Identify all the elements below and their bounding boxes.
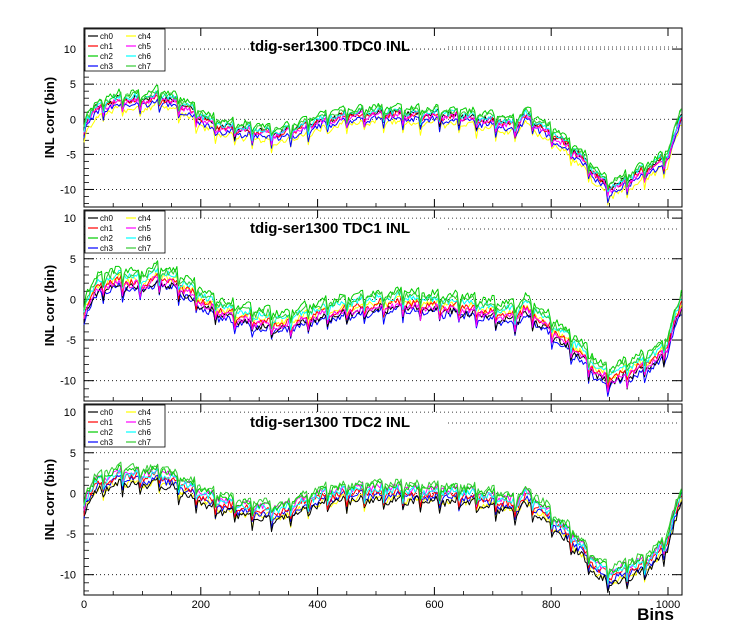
- y-tick-label: 5: [70, 448, 76, 460]
- y-tick-label: 0: [70, 488, 76, 500]
- series-line-ch5: [83, 275, 682, 393]
- y-tick-label: -5: [66, 149, 76, 161]
- y-axis-label: INL corr (bin): [42, 77, 57, 158]
- legend-label-ch2: ch2: [100, 428, 113, 437]
- x-tick-label: 800: [542, 599, 560, 611]
- y-tick-label: 5: [70, 79, 76, 91]
- series-line-ch7: [83, 261, 682, 384]
- legend-label-ch5: ch5: [138, 42, 151, 51]
- series-line-ch3: [83, 98, 682, 204]
- y-tick-label: 0: [70, 294, 76, 306]
- legend-label-ch0: ch0: [100, 214, 113, 223]
- legend-label-ch4: ch4: [138, 32, 151, 41]
- x-tick-label: 600: [425, 599, 443, 611]
- y-tick-label: -5: [66, 529, 76, 541]
- legend-label-ch7: ch7: [138, 244, 151, 253]
- series-line-ch7: [83, 461, 682, 579]
- y-axis-label: INL corr (bin): [42, 265, 57, 346]
- legend-label-ch3: ch3: [100, 244, 113, 253]
- y-tick-label: 10: [64, 213, 76, 225]
- y-tick-label: 5: [70, 254, 76, 266]
- x-tick-label: 1000: [656, 599, 680, 611]
- legend-label-ch1: ch1: [100, 418, 113, 427]
- legend-label-ch4: ch4: [138, 408, 151, 417]
- legend-label-ch3: ch3: [100, 438, 113, 447]
- y-tick-label: 10: [64, 44, 76, 56]
- legend-label-ch1: ch1: [100, 42, 113, 51]
- legend-label-ch7: ch7: [138, 62, 151, 71]
- series-line-ch3: [83, 279, 682, 397]
- y-tick-label: 0: [70, 114, 76, 126]
- x-tick-label: 400: [308, 599, 326, 611]
- legend-label-ch5: ch5: [138, 224, 151, 233]
- chart-title: tdig-ser1300 TDC0 INL: [250, 38, 410, 55]
- y-axis-label: INL corr (bin): [42, 459, 57, 540]
- legend-box: [84, 210, 166, 254]
- x-tick-label: 200: [192, 599, 210, 611]
- y-tick-label: -10: [60, 570, 76, 582]
- series-line-ch0: [83, 477, 682, 594]
- x-axis-label: Bins: [637, 605, 674, 622]
- series-line-ch6: [83, 468, 682, 584]
- chart-title: tdig-ser1300 TDC2 INL: [250, 414, 410, 431]
- legend-box: [84, 404, 166, 448]
- legend-box: [84, 28, 166, 72]
- y-tick-label: -10: [60, 184, 76, 196]
- legend-label-ch0: ch0: [100, 32, 113, 41]
- legend-label-ch7: ch7: [138, 438, 151, 447]
- legend-label-ch2: ch2: [100, 52, 113, 61]
- y-tick-label: -10: [60, 376, 76, 388]
- legend-label-ch3: ch3: [100, 62, 113, 71]
- y-tick-label: -5: [66, 335, 76, 347]
- legend-label-ch5: ch5: [138, 418, 151, 427]
- legend-label-ch0: ch0: [100, 408, 113, 417]
- legend-label-ch6: ch6: [138, 52, 151, 61]
- y-tick-label: 10: [64, 407, 76, 419]
- x-tick-label: 0: [81, 599, 87, 611]
- legend-label-ch6: ch6: [138, 234, 151, 243]
- legend-label-ch2: ch2: [100, 234, 113, 243]
- legend-label-ch1: ch1: [100, 224, 113, 233]
- chart-title: tdig-ser1300 TDC1 INL: [250, 220, 410, 237]
- legend-label-ch6: ch6: [138, 428, 151, 437]
- legend-label-ch4: ch4: [138, 214, 151, 223]
- series-line-ch7: [83, 89, 682, 191]
